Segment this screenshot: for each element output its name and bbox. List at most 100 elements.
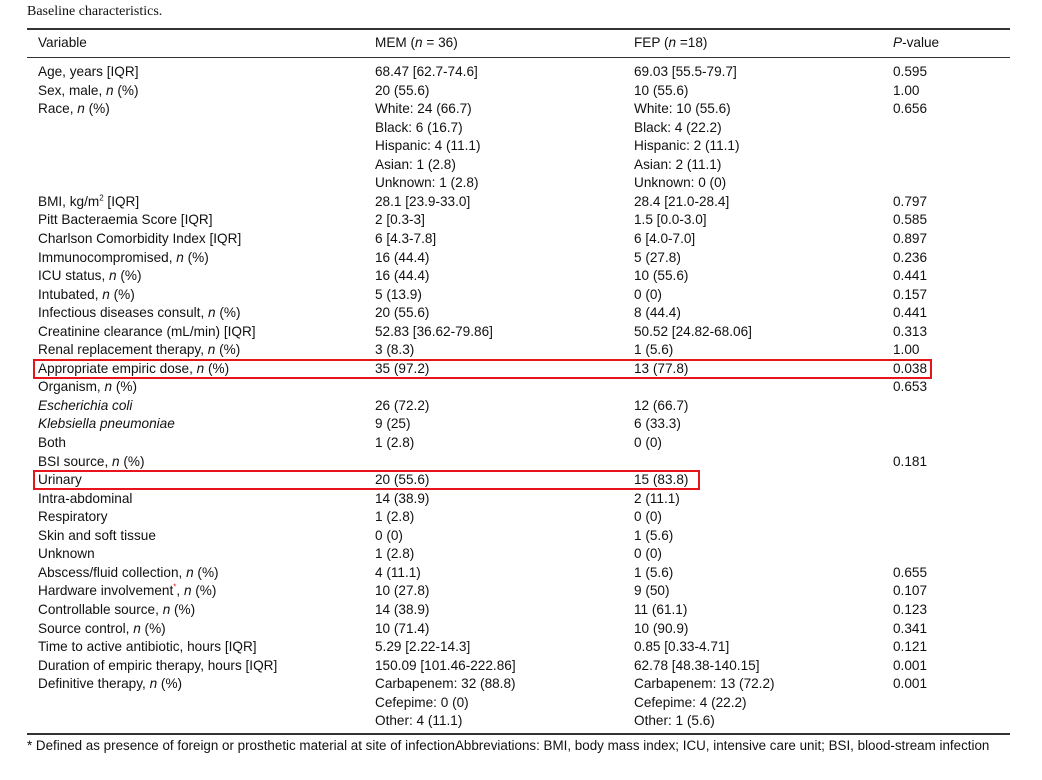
cell-mem: Carbapenem: 32 (88.8) [375, 676, 516, 692]
cell-mem: 1 (2.8) [375, 509, 415, 525]
table-row: Duration of empiric therapy, hours [IQR]… [0, 657, 1042, 676]
cell-mem: 0 (0) [375, 527, 403, 543]
table-row: Respiratory 1 (2.8) 0 (0) [0, 508, 1042, 527]
table-row: Time to active antibiotic, hours [IQR] 5.… [0, 638, 1042, 657]
cell-mem: 6 [4.3-7.8] [375, 230, 437, 246]
cell-mem: 16 (44.4) [375, 249, 430, 265]
top-rule [27, 28, 1010, 30]
cell-variable: Intubated, n (%) [38, 286, 135, 302]
cell-mem: 20 (55.6) [375, 472, 430, 488]
cell-mem: 20 (55.6) [375, 305, 430, 321]
cell-fep: 15 (83.8) [634, 472, 689, 488]
cell-fep: Asian: 2 (11.1) [634, 156, 722, 172]
header-variable: Variable [38, 35, 87, 50]
cell-p-value: 0.595 [893, 64, 928, 79]
highlight-box [33, 470, 700, 491]
table-row: Both 1 (2.8) 0 (0) [0, 434, 1042, 453]
table-row: Unknown 1 (2.8) 0 (0) [0, 545, 1042, 564]
cell-mem: 4 (11.1) [375, 564, 421, 580]
table-row: Escherichia coli 26 (72.2) 12 (66.7) [0, 397, 1042, 416]
cell-p-value: 0.038 [893, 360, 928, 376]
cell-p-value: 0.236 [893, 249, 928, 265]
cell-variable: Race, n (%) [38, 101, 110, 117]
cell-fep: 28.4 [21.0-28.4] [634, 193, 730, 209]
table-row: Asian: 1 (2.8) Asian: 2 (11.1) [0, 156, 1042, 175]
table-row: Intra-abdominal 14 (38.9) 2 (11.1) [0, 490, 1042, 509]
table-row: Controllable source, n (%) 14 (38.9) 11 (6… [0, 601, 1042, 620]
cell-mem: 14 (38.9) [375, 601, 430, 617]
cell-mem: 28.1 [23.9-33.0] [375, 193, 471, 209]
cell-variable: BMI, kg/m2 [IQR] [38, 193, 140, 209]
cell-fep: 12 (66.7) [634, 397, 689, 413]
cell-variable: Charlson Comorbidity Index [IQR] [38, 230, 242, 246]
table-row: Creatinine clearance (mL/min) [IQR] 52.83… [0, 323, 1042, 342]
cell-fep: Cefepime: 4 (22.2) [634, 694, 747, 710]
table-row: BMI, kg/m2 [IQR] 28.1 [23.9-33.0] 28.4 [21… [0, 193, 1042, 212]
cell-p-value: 0.181 [893, 453, 928, 469]
cell-fep: Hispanic: 2 (11.1) [634, 138, 740, 154]
cell-p-value: 0.441 [893, 268, 928, 284]
cell-mem: Cefepime: 0 (0) [375, 694, 469, 710]
cell-variable: Abscess/fluid collection, n (%) [38, 564, 219, 580]
cell-mem: 150.09 [101.46-222.86] [375, 657, 516, 673]
cell-variable: Respiratory [38, 509, 108, 525]
cell-variable: Controllable source, n (%) [38, 601, 196, 617]
cell-mem: 26 (72.2) [375, 397, 430, 413]
header-fep: FEP (n =18) [634, 35, 708, 50]
cell-fep: 5 (27.8) [634, 249, 681, 265]
cell-variable: Renal replacement therapy, n (%) [38, 342, 241, 358]
cell-p-value: 0.313 [893, 323, 928, 339]
cell-fep: 13 (77.8) [634, 360, 689, 376]
cell-p-value: 0.585 [893, 212, 928, 228]
cell-mem: 20 (55.6) [375, 82, 430, 98]
cell-fep: 6 (33.3) [634, 416, 681, 432]
table-row: Hispanic: 4 (11.1) Hispanic: 2 (11.1) [0, 137, 1042, 156]
cell-fep: 2 (11.1) [634, 490, 680, 506]
cell-p-value: 1.00 [893, 82, 920, 98]
cell-mem: Unknown: 1 (2.8) [375, 175, 479, 191]
cell-fep: 11 (61.1) [634, 601, 688, 617]
table-row: Source control, n (%) 10 (71.4) 10 (90.9) 0… [0, 620, 1042, 639]
table-row: Immunocompromised, n (%) 16 (44.4) 5 (27.8… [0, 249, 1042, 268]
cell-variable: Both [38, 435, 66, 450]
cell-mem: 5 (13.9) [375, 286, 422, 302]
cell-mem: White: 24 (66.7) [375, 101, 472, 117]
cell-mem: 5.29 [2.22-14.3] [375, 639, 471, 655]
cell-fep: White: 10 (55.6) [634, 101, 731, 117]
cell-mem: 35 (97.2) [375, 360, 430, 376]
table-row: Unknown: 1 (2.8) Unknown: 0 (0) [0, 174, 1042, 193]
cell-mem: 10 (71.4) [375, 620, 430, 636]
cell-variable: Appropriate empiric dose, n (%) [38, 360, 230, 376]
cell-fep: Carbapenem: 13 (72.2) [634, 676, 775, 692]
cell-fep: 8 (44.4) [634, 305, 681, 321]
cell-mem: 14 (38.9) [375, 490, 430, 506]
cell-p-value: 0.655 [893, 564, 928, 580]
cell-p-value: 0.121 [893, 639, 928, 655]
cell-variable: Infectious diseases consult, n (%) [38, 305, 241, 321]
cell-fep: Other: 1 (5.6) [634, 713, 715, 729]
cell-mem: 1 (2.8) [375, 546, 415, 562]
cell-p-value: 0.656 [893, 101, 928, 117]
cell-p-value: 0.897 [893, 230, 928, 246]
cell-mem: 2 [0.3-3] [375, 212, 425, 228]
cell-mem: 16 (44.4) [375, 268, 430, 284]
cell-fep: 6 [4.0-7.0] [634, 230, 696, 246]
table-row: Age, years [IQR] 68.47 [62.7-74.6] 69.03 [… [0, 63, 1042, 82]
cell-variable: Klebsiella pneumoniae [38, 416, 175, 432]
cell-fep: 1.5 [0.0-3.0] [634, 212, 707, 228]
table-footnote: * Defined as presence of foreign or pros… [27, 738, 990, 753]
cell-p-value: 0.001 [893, 676, 928, 692]
highlight-box [33, 358, 932, 379]
cell-fep: 10 (55.6) [634, 82, 689, 98]
cell-mem: Asian: 1 (2.8) [375, 156, 456, 172]
cell-fep: 50.52 [24.82-68.06] [634, 323, 752, 339]
cell-fep: 10 (55.6) [634, 268, 689, 284]
cell-fep: 1 (5.6) [634, 564, 674, 580]
cell-fep: 1 (5.6) [634, 342, 674, 358]
table-header: Variable MEM (n = 36) FEP (n =18) P-valu… [0, 34, 1042, 53]
table-row: Pitt Bacteraemia Score [IQR] 2 [0.3-3] 1.5… [0, 211, 1042, 230]
header-p-value: P-value [893, 35, 940, 50]
cell-p-value: 0.001 [893, 657, 928, 673]
table-row: Hardware involvement*, n (%) 10 (27.8) 9 (… [0, 582, 1042, 601]
cell-fep: 0 (0) [634, 509, 662, 525]
